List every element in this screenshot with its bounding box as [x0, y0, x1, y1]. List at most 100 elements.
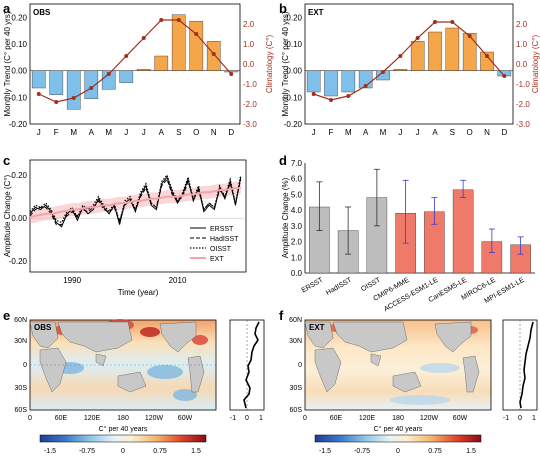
- chart-c-amplitude-timeseries: 0.20 0.00 -0.20 1990 2010 Time (year) Amplitud…: [3, 159, 247, 297]
- month-tick-label: J: [142, 128, 146, 137]
- y2-tick-label: -1.0: [516, 80, 530, 89]
- y2-tick-label: -1.0: [243, 80, 257, 89]
- y-tick-label: 6.0: [291, 175, 303, 184]
- trend-bar: [66, 70, 81, 110]
- y2-axis-label: Climatology (C°): [531, 35, 540, 94]
- lon-label: 180: [117, 415, 129, 422]
- legend-label: HadISST: [210, 236, 239, 243]
- y2-tick-label: -2.0: [516, 100, 530, 109]
- climatology-point: [346, 94, 351, 98]
- map-f-cool-patches: [390, 363, 460, 405]
- series-line-hadisst: [29, 178, 242, 226]
- lon-label: 60E: [330, 415, 343, 422]
- y-tick-label: -0.10: [284, 93, 303, 102]
- lon-label: 120E: [359, 415, 376, 422]
- trend-bar: [445, 27, 460, 71]
- y-tick-label: 2.0: [291, 238, 303, 247]
- profile-tick: 0: [245, 415, 249, 422]
- lat-label: 30N: [14, 338, 27, 345]
- climatology-point: [311, 92, 316, 96]
- y-tick-label: 0.20: [11, 13, 27, 22]
- climatology-point: [502, 74, 507, 78]
- month-tick-label: A: [432, 128, 438, 137]
- climatology-point: [485, 54, 489, 58]
- climatology-line: [313, 21, 505, 101]
- trend-bar: [324, 70, 338, 97]
- climatology-point: [176, 18, 181, 22]
- trend-bar: [189, 21, 204, 71]
- colorbar-tick: 1.5: [466, 448, 476, 455]
- month-tick-label: S: [176, 128, 181, 137]
- month-tick-label: D: [501, 128, 507, 137]
- month-tick-label: J: [416, 128, 420, 137]
- y-tick-label: -0.20: [9, 120, 28, 129]
- y2-tick-label: -3.0: [516, 120, 530, 129]
- lat-label: 30S: [15, 385, 28, 392]
- colorbar-tick: 0.75: [153, 448, 167, 455]
- profile-tick: 1: [532, 415, 536, 422]
- profile-f-line: [519, 321, 534, 409]
- month-tick-label: F: [54, 128, 59, 137]
- y2-tick-label: 1.0: [243, 40, 255, 49]
- lat-label: 0: [298, 362, 302, 369]
- profile-tick: -1: [503, 415, 509, 422]
- y-tick-label: 4.0: [291, 206, 303, 215]
- y2-tick-label: -3.0: [243, 120, 257, 129]
- legend-label: ERSST: [210, 226, 234, 233]
- panel-label-a: a: [3, 1, 11, 16]
- panel-label-f: f: [279, 308, 284, 323]
- climatology-point: [89, 86, 94, 90]
- y2-tick-label: 2.0: [243, 20, 255, 29]
- y-tick-label: 0.0: [291, 269, 303, 278]
- climatology-point: [194, 32, 199, 36]
- trend-bar: [119, 70, 134, 83]
- lon-label: 60W: [453, 415, 468, 422]
- lon-label: 120E: [84, 415, 101, 422]
- climatology-point: [229, 72, 234, 76]
- x-axis-label: Time (year): [118, 288, 159, 297]
- y-tick-label: 0.10: [286, 40, 302, 49]
- y-tick-label: 0.10: [11, 40, 27, 49]
- month-tick-label: N: [484, 128, 490, 137]
- y-tick-label: -0.20: [9, 257, 28, 266]
- month-tick-label: O: [467, 128, 473, 137]
- panel-tag: OBS: [33, 8, 51, 17]
- lat-label: 60S: [290, 407, 303, 414]
- x-tick-label: 1990: [63, 276, 81, 285]
- lat-label: 60N: [289, 317, 302, 324]
- y-tick-label: 0.20: [286, 13, 302, 22]
- climatology-point: [363, 84, 368, 88]
- climatology-point: [415, 36, 420, 40]
- colorbar-tick: -0.75: [79, 448, 95, 455]
- map-f-land: [304, 321, 480, 393]
- trend-bar: [49, 70, 64, 95]
- colorbar-tick: 0: [121, 448, 125, 455]
- y-tick-label: 3.0: [291, 222, 303, 231]
- climatology-point: [71, 96, 76, 100]
- profile-e-zonal-mean: [229, 319, 265, 411]
- category-label: OISST: [360, 276, 382, 293]
- colorbar-tick: 0.75: [428, 448, 442, 455]
- climatology-point: [381, 70, 385, 74]
- trend-bar: [462, 33, 477, 71]
- y-tick-label: 0.20: [11, 171, 27, 180]
- trend-bar: [480, 51, 494, 71]
- climatology-point: [433, 20, 437, 24]
- profile-e-line: [243, 321, 260, 409]
- panel-label-b: b: [279, 1, 287, 16]
- trend-bar: [306, 70, 321, 93]
- colorbar-e: [39, 434, 207, 443]
- y-axis-label: Monthly Trend (C° per 40 yrs): [281, 11, 290, 116]
- trend-bar: [136, 69, 151, 71]
- trend-bar: [224, 70, 239, 73]
- month-tick-label: F: [329, 128, 334, 137]
- lat-label: 30N: [289, 338, 302, 345]
- climatology-point: [159, 18, 164, 22]
- trend-bar: [341, 70, 356, 93]
- climatology-point: [398, 54, 403, 58]
- category-label: ERSST: [301, 276, 325, 294]
- lon-label: 60W: [178, 415, 193, 422]
- lon-label: 0: [303, 415, 307, 422]
- y-axis-label: Amplitude Change (C°): [3, 174, 12, 257]
